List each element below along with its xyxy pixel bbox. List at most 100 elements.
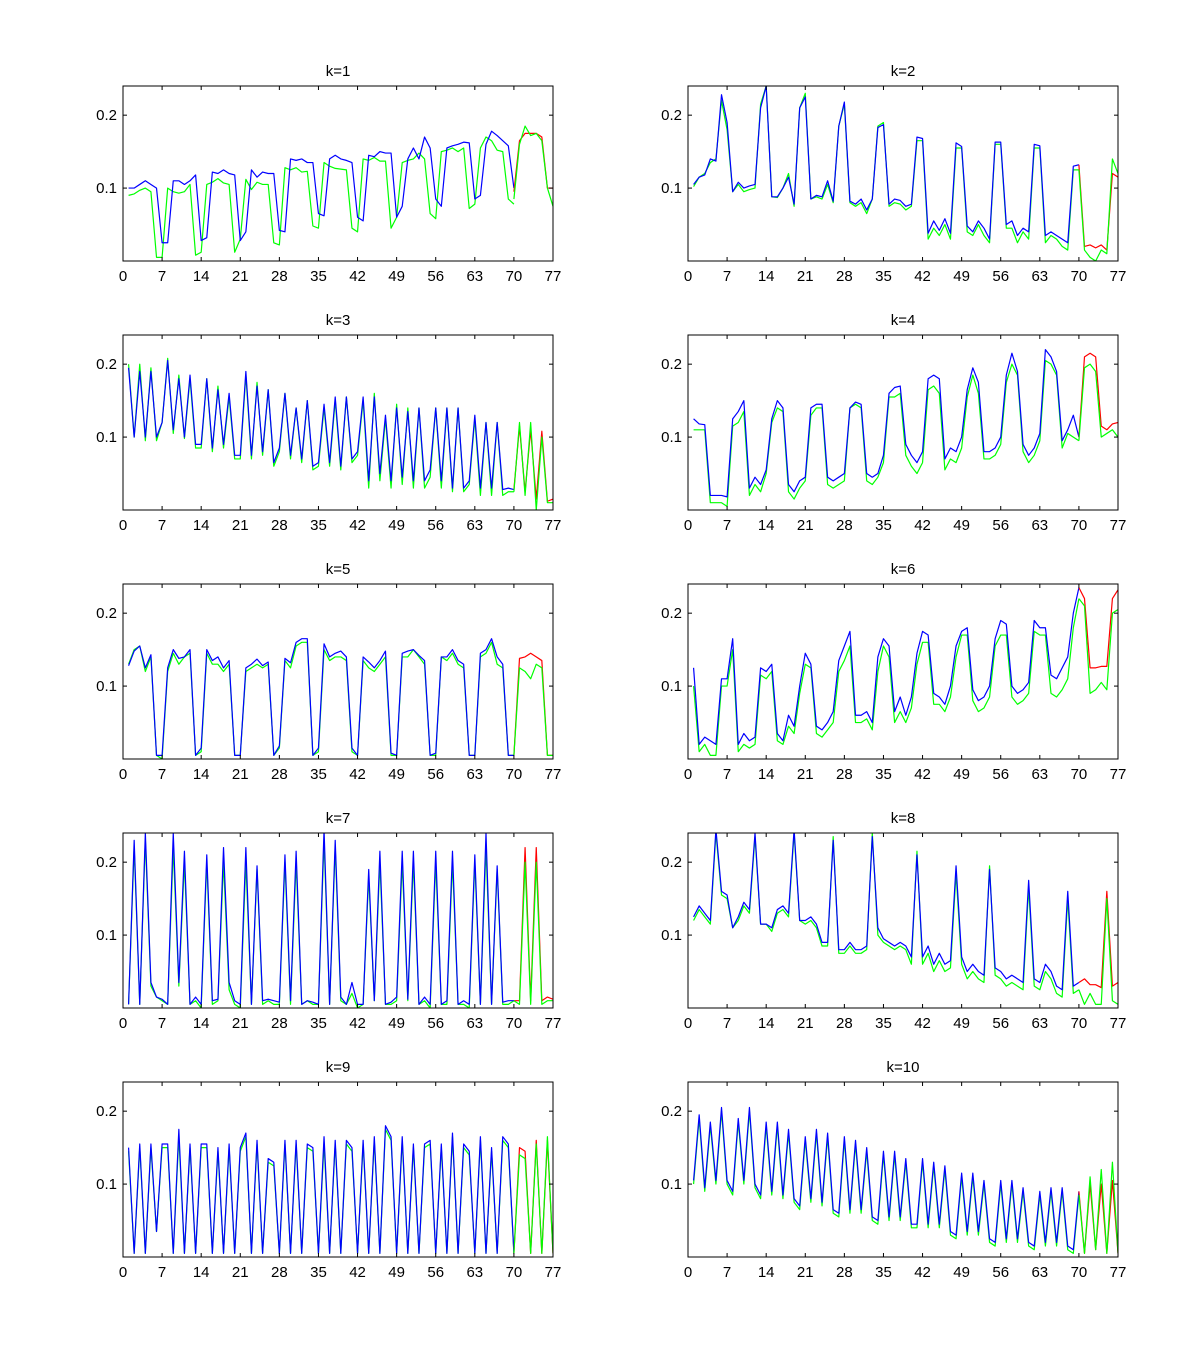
x-tick-label: 0 bbox=[684, 766, 692, 783]
x-tick-label: 63 bbox=[466, 517, 483, 534]
subplot-2: k=2 0 7 14 21 28 35 42 49 56 63 70 77 0.1 0.2 bbox=[661, 63, 1126, 285]
subplot-title: k=9 bbox=[326, 1059, 351, 1076]
x-tick-label: 42 bbox=[914, 268, 931, 285]
x-tick-label: 14 bbox=[758, 1015, 775, 1032]
series-line-green-forecast bbox=[1079, 1162, 1118, 1253]
x-tick-label: 35 bbox=[310, 1015, 327, 1032]
x-tick-label: 35 bbox=[310, 1264, 327, 1281]
y-tick-label: 0.1 bbox=[96, 1176, 117, 1193]
x-tick-label: 14 bbox=[758, 1264, 775, 1281]
x-tick-label: 56 bbox=[992, 1015, 1009, 1032]
y-tick-label: 0.1 bbox=[661, 927, 682, 944]
x-tick-label: 0 bbox=[684, 517, 692, 534]
x-tick-label: 77 bbox=[545, 1264, 562, 1281]
x-tick-label: 0 bbox=[119, 517, 127, 534]
series-line-red bbox=[1079, 588, 1118, 668]
x-tick-label: 42 bbox=[914, 517, 931, 534]
series-line-green bbox=[694, 833, 1079, 997]
x-tick-label: 28 bbox=[271, 1264, 288, 1281]
subplot-10: k=10 0 7 14 21 28 35 42 49 56 63 70 77 0.1 0.2 bbox=[661, 1059, 1126, 1281]
series-line-blue bbox=[694, 350, 1079, 497]
x-tick-label: 21 bbox=[797, 268, 814, 285]
subplot-title: k=7 bbox=[326, 810, 351, 827]
x-tick-label: 63 bbox=[1031, 268, 1048, 285]
series-line-green-forecast bbox=[514, 1137, 553, 1254]
y-tick-label: 0.2 bbox=[661, 1103, 682, 1120]
x-tick-label: 63 bbox=[466, 268, 483, 285]
subplot-5: k=50 7 14 21 28 35 42 49 56 63 70 770.10.2 bbox=[96, 561, 561, 783]
series-line-red bbox=[1079, 891, 1118, 987]
x-tick-label: 77 bbox=[545, 766, 562, 783]
x-tick-label: 63 bbox=[1031, 1015, 1048, 1032]
series-line-blue bbox=[129, 1126, 514, 1254]
x-tick-label: 77 bbox=[545, 1015, 562, 1032]
axes-frame bbox=[688, 584, 1118, 759]
subplot-3: k=3 0 7 14 21 28 35 42 49 56 63 70 77 0.1 0.2 bbox=[96, 312, 561, 534]
x-tick-label: 28 bbox=[836, 766, 853, 783]
x-tick-label: 56 bbox=[992, 1264, 1009, 1281]
series-line-green-forecast bbox=[514, 862, 553, 1004]
series-line-blue bbox=[694, 829, 1079, 989]
x-tick-label: 21 bbox=[797, 1264, 814, 1281]
y-tick-label: 0.2 bbox=[96, 107, 117, 124]
x-tick-label: 35 bbox=[310, 766, 327, 783]
x-tick-label: 42 bbox=[914, 1264, 931, 1281]
y-tick-label: 0.2 bbox=[661, 605, 682, 622]
x-tick-label: 42 bbox=[349, 1015, 366, 1032]
subplot-title: k=2 bbox=[891, 63, 916, 80]
y-tick-label: 0.2 bbox=[96, 1103, 117, 1120]
x-tick-label: 70 bbox=[1071, 766, 1088, 783]
x-tick-label: 7 bbox=[723, 268, 731, 285]
x-tick-label: 42 bbox=[349, 517, 366, 534]
x-tick-label: 49 bbox=[953, 1264, 970, 1281]
x-tick-label: 7 bbox=[158, 1015, 166, 1032]
x-tick-label: 7 bbox=[158, 517, 166, 534]
x-tick-label: 14 bbox=[193, 268, 210, 285]
x-tick-label: 7 bbox=[158, 268, 166, 285]
subplot-title: k=10 bbox=[887, 1059, 920, 1076]
series-line-blue bbox=[694, 588, 1079, 745]
x-tick-label: 49 bbox=[953, 268, 970, 285]
axes-frame bbox=[123, 335, 553, 510]
x-tick-label: 7 bbox=[723, 1015, 731, 1032]
x-tick-label: 49 bbox=[388, 766, 405, 783]
y-tick-label: 0.1 bbox=[661, 1176, 682, 1193]
x-tick-label: 28 bbox=[836, 1015, 853, 1032]
x-tick-label: 21 bbox=[232, 1264, 249, 1281]
x-tick-label: 63 bbox=[466, 1015, 483, 1032]
x-tick-label: 21 bbox=[797, 766, 814, 783]
x-tick-label: 14 bbox=[193, 517, 210, 534]
subplot-title: k=6 bbox=[891, 561, 916, 578]
x-tick-label: 14 bbox=[758, 517, 775, 534]
series-line-blue bbox=[129, 361, 514, 490]
subplot-7: k=70 7 14 21 28 35 42 49 56 63 70 770.10.2 bbox=[96, 810, 561, 1032]
x-tick-label: 28 bbox=[271, 517, 288, 534]
x-tick-label: 56 bbox=[427, 1264, 444, 1281]
x-tick-label: 63 bbox=[466, 1264, 483, 1281]
axes-frame bbox=[123, 1082, 553, 1257]
y-tick-label: 0.2 bbox=[96, 356, 117, 373]
x-tick-label: 56 bbox=[427, 1015, 444, 1032]
y-tick-label: 0.1 bbox=[96, 180, 117, 197]
series-line-green-forecast bbox=[514, 126, 553, 206]
x-tick-label: 70 bbox=[506, 1264, 523, 1281]
axes-frame bbox=[123, 86, 553, 261]
subplot-title: k=3 bbox=[326, 312, 351, 329]
x-tick-label: 42 bbox=[349, 1264, 366, 1281]
x-tick-label: 49 bbox=[388, 1015, 405, 1032]
x-tick-label: 35 bbox=[875, 517, 892, 534]
x-tick-label: 21 bbox=[232, 1015, 249, 1032]
x-tick-label: 70 bbox=[1071, 517, 1088, 534]
x-tick-label: 49 bbox=[953, 766, 970, 783]
x-tick-label: 35 bbox=[310, 268, 327, 285]
x-tick-label: 7 bbox=[723, 766, 731, 783]
x-tick-label: 21 bbox=[232, 517, 249, 534]
y-tick-label: 0.1 bbox=[661, 429, 682, 446]
x-tick-label: 49 bbox=[388, 1264, 405, 1281]
series-line-blue bbox=[694, 86, 1079, 243]
series-line-blue bbox=[129, 829, 514, 1004]
x-tick-label: 56 bbox=[992, 766, 1009, 783]
x-tick-label: 14 bbox=[193, 766, 210, 783]
y-tick-label: 0.2 bbox=[661, 107, 682, 124]
x-tick-label: 35 bbox=[875, 1264, 892, 1281]
